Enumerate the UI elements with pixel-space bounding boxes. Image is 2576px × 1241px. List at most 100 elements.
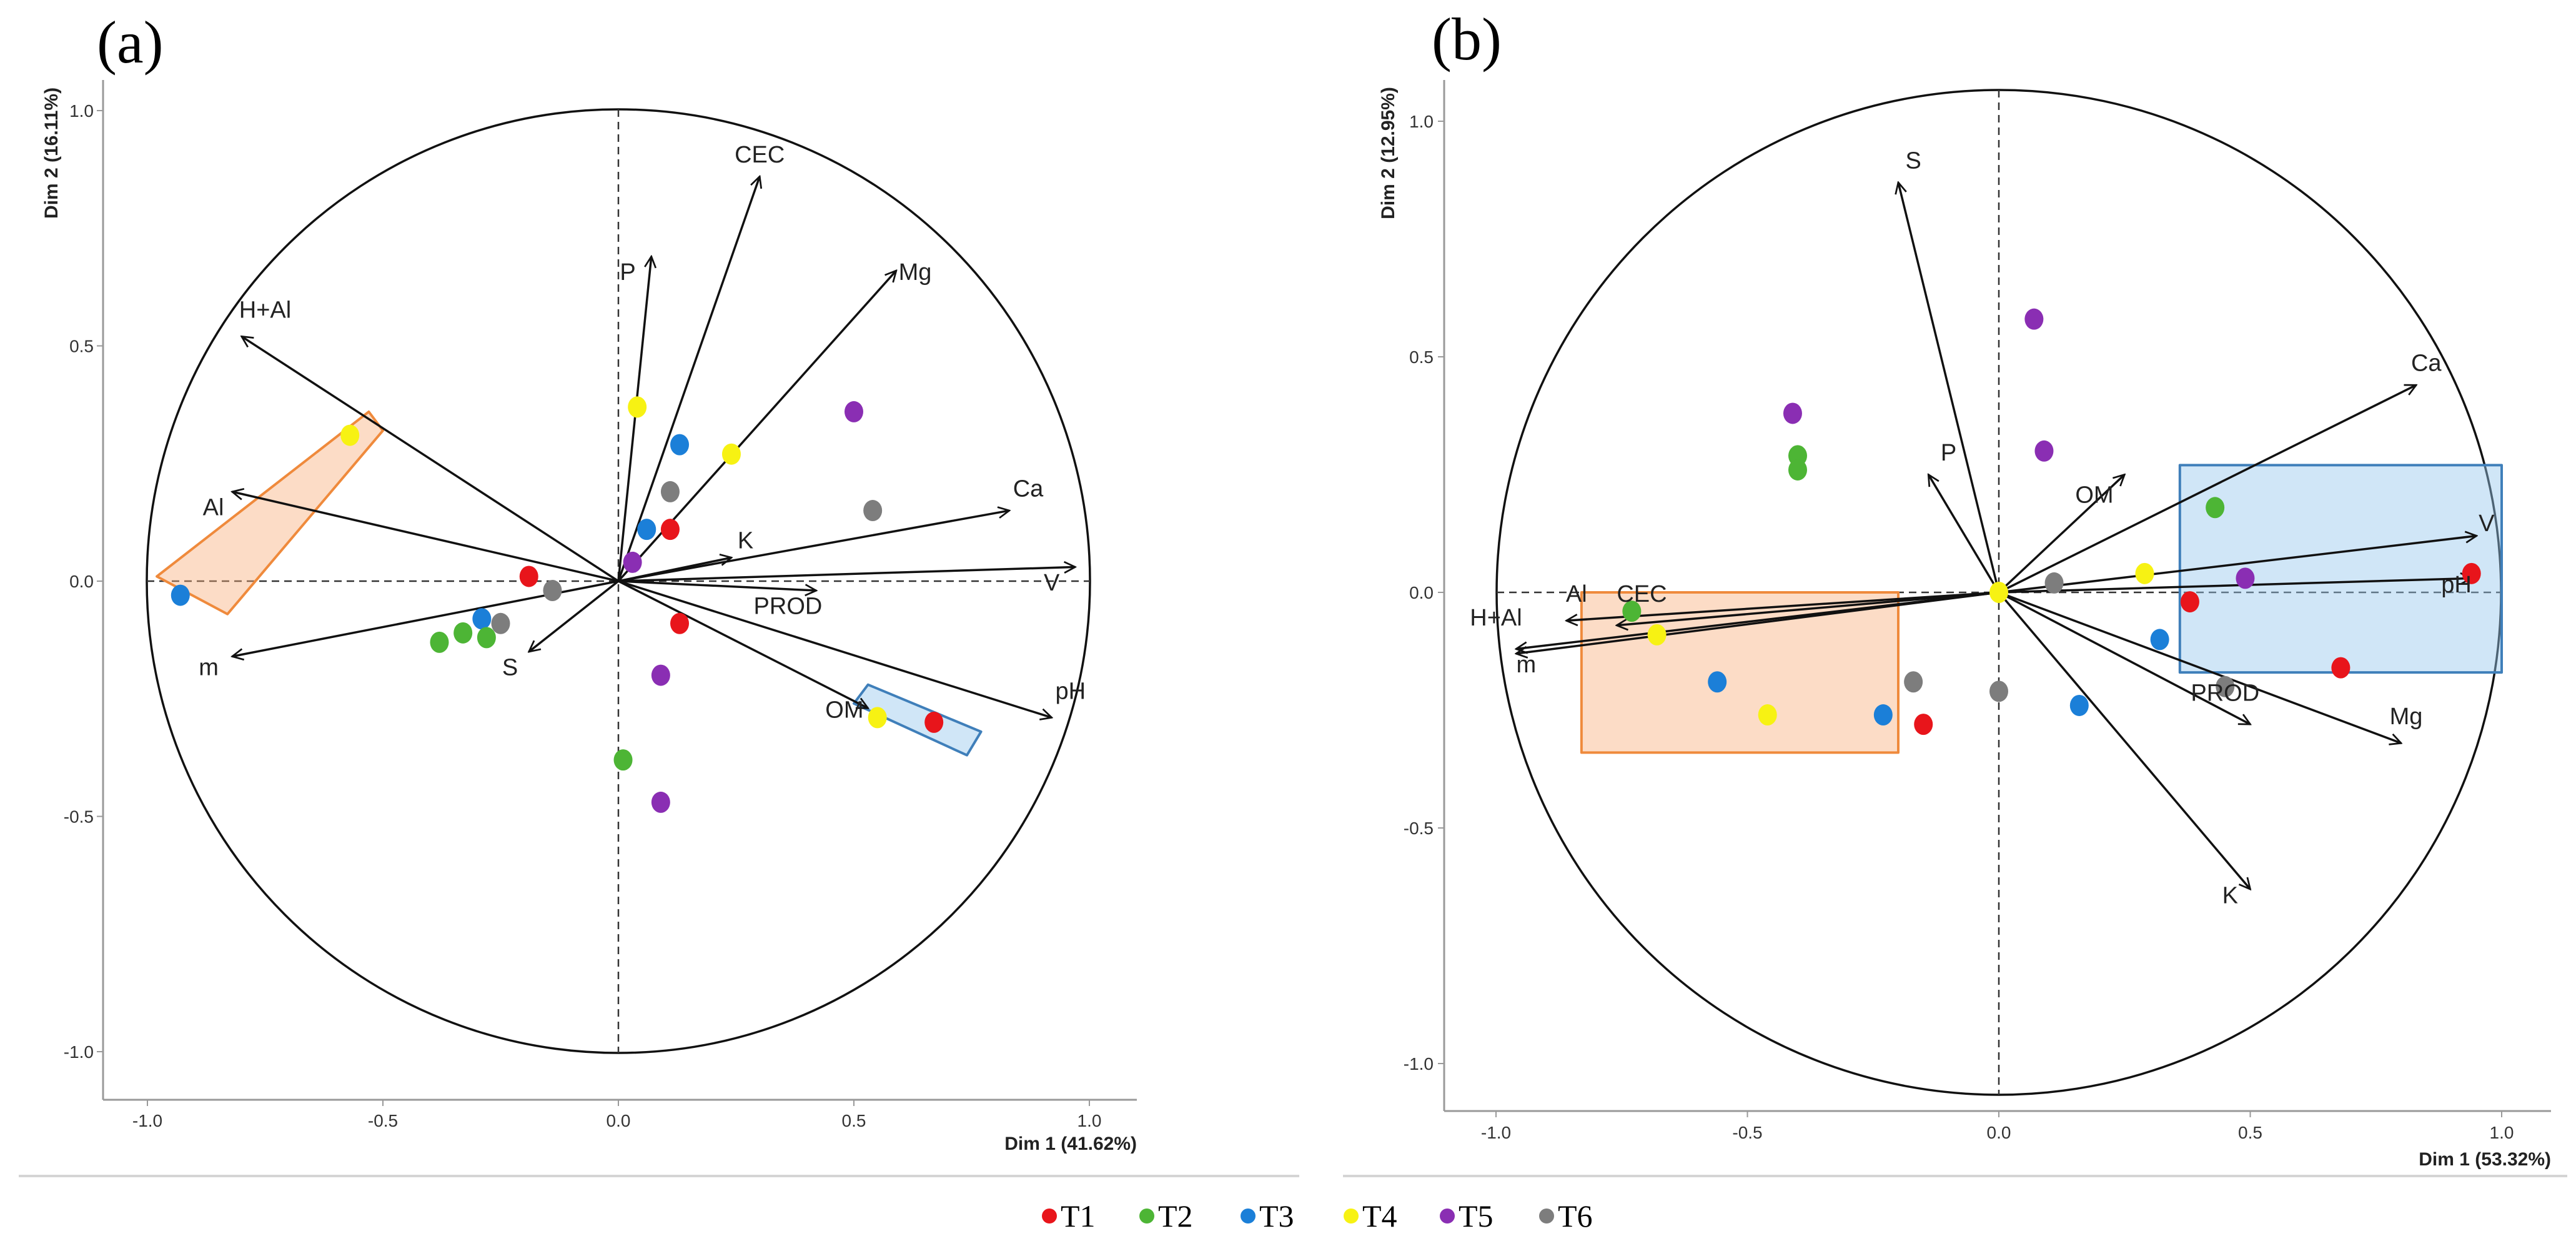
panel-b-point-t5 <box>2024 308 2044 330</box>
panel-a-point-t1 <box>924 711 944 733</box>
panel-a-label: (a) <box>97 9 164 76</box>
panel-a-point-t2 <box>453 622 473 644</box>
panel-a-point-t3 <box>670 434 690 456</box>
panel-a-vector-label-ca: Ca <box>1013 476 1044 502</box>
panel-b-vector-label-v: V <box>2479 511 2495 537</box>
panel-b: (b) Dim 1 (53.32%) Dim 2 (12.95%) -1.0 -0… <box>1378 6 2551 1170</box>
panel-b-y-tick-label: -1.0 <box>1404 1054 1434 1074</box>
panel-a-vector-label-prod: PROD <box>754 594 823 620</box>
panel-a: (a) Dim 1 (41.62%) Dim 2 (16.11%) -1.0 -0… <box>41 9 1137 1154</box>
legend-label-t2: T2 <box>1158 1199 1193 1234</box>
panel-a-vector-label-cec: CEC <box>735 142 785 168</box>
panel-b-vector-cec <box>1617 591 1999 625</box>
panel-a-x-tick-label: 0.0 <box>607 1111 631 1130</box>
panel-b-point-t6 <box>2216 675 2235 697</box>
panel-a-vector-om <box>618 580 868 709</box>
panel-a-y-tick-label: 0.5 <box>69 337 94 356</box>
panel-a-vector-p <box>617 256 651 582</box>
panel-b-vector-label-al: Al <box>1566 581 1587 607</box>
panel-a-point-t6 <box>543 580 562 602</box>
panel-b-point-t3 <box>1708 671 1727 693</box>
panel-b-point-t6 <box>1904 671 1923 693</box>
panel-a-vector-label-k: K <box>738 527 753 554</box>
panel-b-label: (b) <box>1432 6 1502 72</box>
panel-a-vector-s <box>529 580 620 652</box>
legend-marker-t6 <box>1539 1209 1554 1224</box>
panel-b-point-t4 <box>1647 624 1667 645</box>
panel-b-vector-label-prod: PROD <box>2191 680 2259 706</box>
panel-b-x-tick-label: 0.5 <box>2238 1123 2262 1142</box>
panel-a-point-t6 <box>491 612 510 634</box>
panel-b-point-t5 <box>2034 440 2054 462</box>
panel-b-point-t5 <box>2236 567 2255 589</box>
panel-a-vector-label-om: OM <box>825 697 863 723</box>
panel-b-point-t1 <box>2331 657 2351 679</box>
panel-a-y-tick-label: 0.0 <box>69 572 94 591</box>
panel-b-point-t6 <box>1989 680 2008 702</box>
legend-marker-t3 <box>1241 1209 1256 1224</box>
legend: T1 T2 T3 T4 T5 T6 <box>1042 1199 1593 1234</box>
panel-a-vector-v <box>618 567 1075 582</box>
legend-marker-t2 <box>1139 1209 1154 1224</box>
panel-b-point-t3 <box>1873 704 1893 726</box>
panel-a-vector-mg <box>617 271 896 582</box>
panel-b-point-t2 <box>2206 497 2225 519</box>
panel-b-vector-label-s: S <box>1905 147 1921 174</box>
panel-a-vector-ca <box>618 511 1009 582</box>
panel-b-y-tick-label: -0.5 <box>1404 819 1434 838</box>
panel-b-point-t1 <box>2462 562 2481 584</box>
panel-a-point-t5 <box>845 401 863 422</box>
panel-a-vector-label-m: m <box>199 655 219 681</box>
panel-b-x-tick-label: -1.0 <box>1481 1123 1511 1142</box>
panel-b-vector-ca <box>1998 384 2416 594</box>
panel-b-vector-mg <box>1998 591 2401 743</box>
panel-b-y-tick-label: 0.0 <box>1409 583 1434 602</box>
panel-b-vector-v <box>1998 536 2477 594</box>
panel-a-plot-area: -1.0 -0.5 0.0 0.5 1.0 1.0 0.5 0.0 -0.5 -1.0 CEC P Mg… <box>64 101 1102 1130</box>
legend-marker-t4 <box>1344 1209 1359 1224</box>
legend-marker-t5 <box>1440 1209 1455 1224</box>
panel-b-point-t1 <box>2180 591 2199 613</box>
legend-label-t1: T1 <box>1061 1199 1096 1234</box>
panel-b-point-t3 <box>2069 694 2089 716</box>
panel-b-point-t2 <box>1788 459 1807 481</box>
panel-a-y-tick-label: 1.0 <box>69 101 94 121</box>
panel-b-point-t6 <box>2044 572 2064 594</box>
panel-a-vector-al <box>232 492 619 582</box>
panel-b-vector-label-ph: pH <box>2441 572 2472 598</box>
panel-a-vector-label-p: P <box>620 259 635 286</box>
legend-label-t3: T3 <box>1259 1199 1294 1234</box>
panel-b-vector-label-k: K <box>2222 883 2238 909</box>
panel-a-vector-label-v: V <box>1044 570 1060 596</box>
panel-b-vector-label-mg: Mg <box>2390 704 2423 730</box>
panel-b-point-t4 <box>1758 704 1777 726</box>
panel-a-point-t3 <box>637 519 656 541</box>
legend-label-t4: T4 <box>1362 1199 1397 1234</box>
panel-a-vector-label-h-al: H+Al <box>239 297 291 323</box>
panel-a-point-t5 <box>623 551 642 573</box>
panel-a-vector-k <box>618 557 731 582</box>
panel-b-vector-ph <box>1998 578 2472 594</box>
panel-a-point-t4 <box>868 707 887 729</box>
panel-a-point-t2 <box>613 749 633 771</box>
panel-b-point-t2 <box>1622 601 1642 622</box>
panel-a-y-axis-title: Dim 2 (16.11%) <box>41 87 62 219</box>
legend-label-t5: T5 <box>1459 1199 1494 1234</box>
panel-b-x-tick-label: 1.0 <box>2490 1123 2514 1142</box>
panel-a-point-t4 <box>721 443 741 465</box>
panel-a-vector-label-s: S <box>502 655 518 681</box>
panel-b-point-t3 <box>2150 629 2169 650</box>
panel-b-x-axis-title: Dim 1 (53.32%) <box>2419 1149 2551 1170</box>
panel-a-point-t6 <box>863 500 883 522</box>
panel-a-vector-cec <box>617 176 760 582</box>
panel-a-x-tick-label: 1.0 <box>1077 1111 1102 1130</box>
panel-b-y-tick-label: 0.5 <box>1409 347 1434 367</box>
panel-b-point-t4 <box>2135 562 2154 584</box>
panel-b-vector-label-m: m <box>1516 652 1536 678</box>
panel-b-x-tick-label: -0.5 <box>1732 1123 1762 1142</box>
panel-b-y-axis-title: Dim 2 (12.95%) <box>1378 87 1399 219</box>
panel-a-vector-label-mg: Mg <box>899 259 932 286</box>
panel-b-y-tick-label: 1.0 <box>1409 112 1434 131</box>
panel-b-x-tick-label: 0.0 <box>1987 1123 2011 1142</box>
